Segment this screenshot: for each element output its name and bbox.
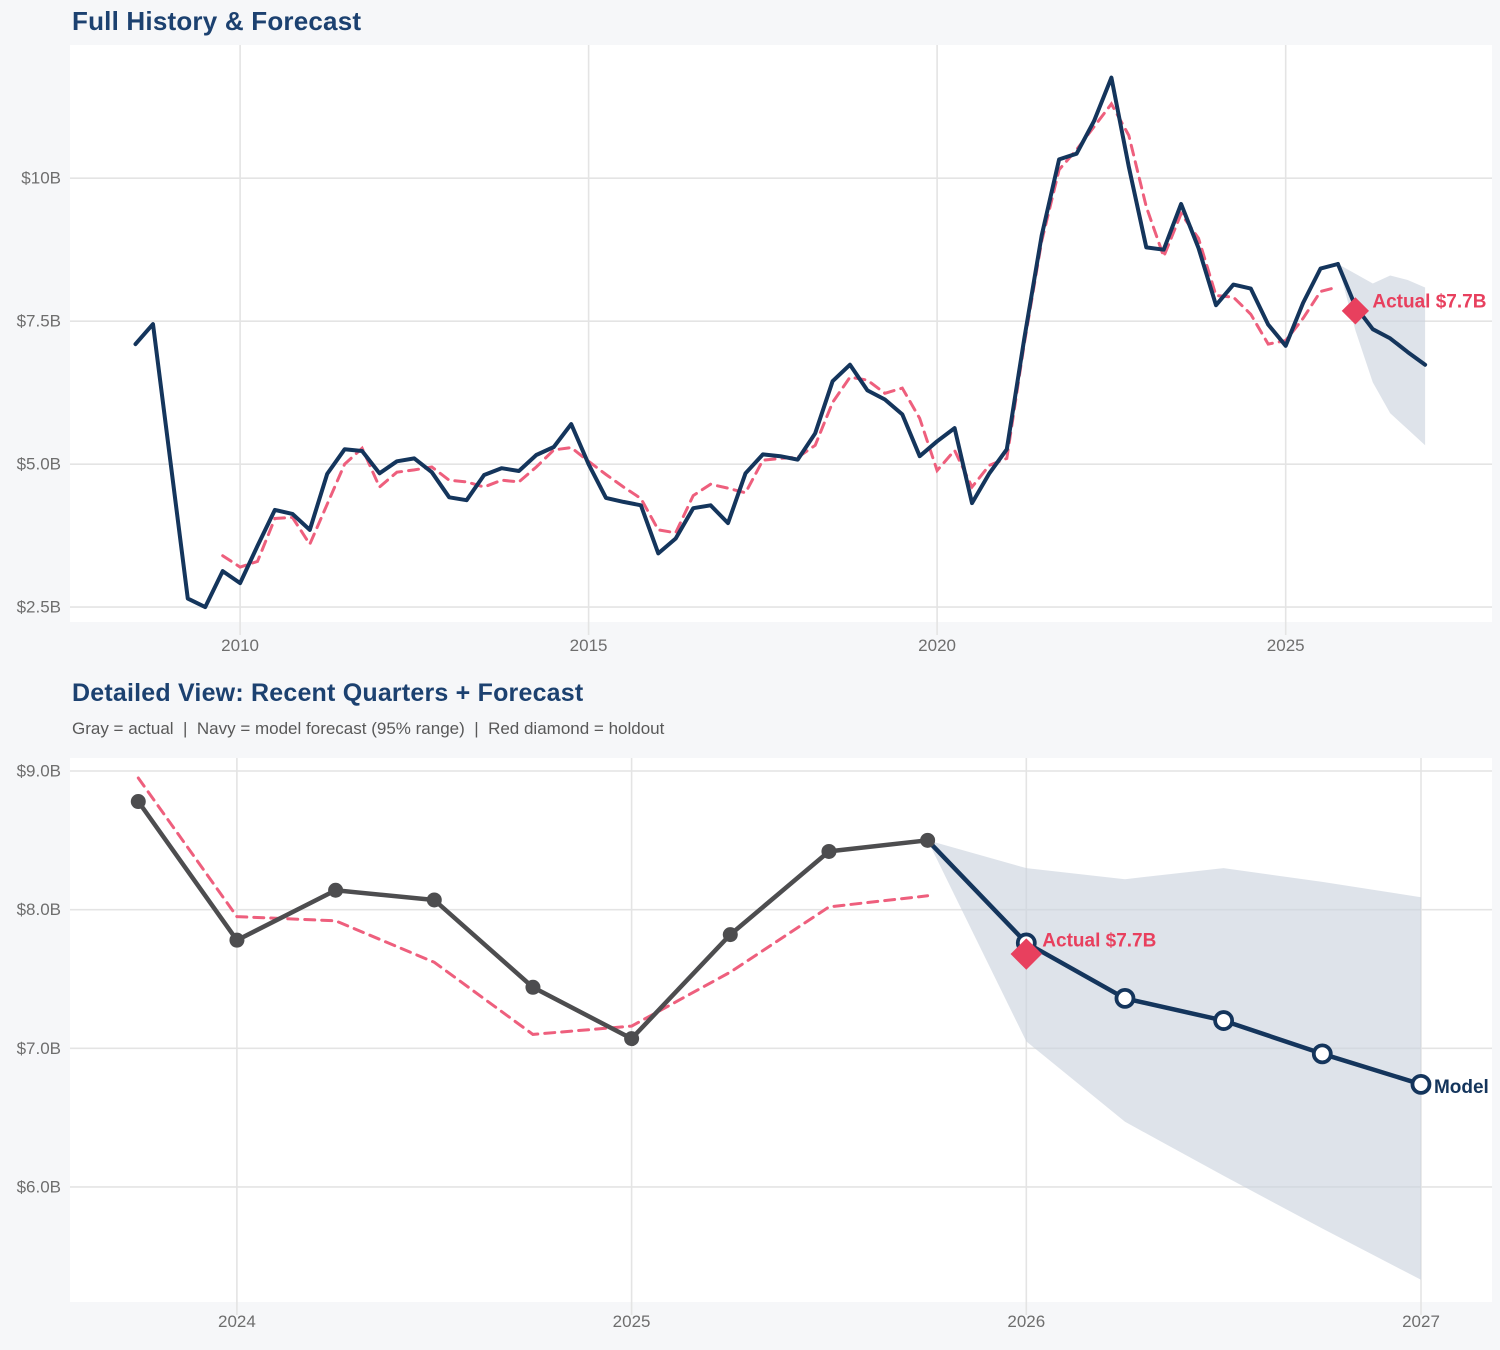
y-tick-label: $5.0B — [17, 455, 61, 474]
full-history-chart: 2010 2015 2020 2025 $2.5B $5.0B $7.5B $10B Actua… — [17, 45, 1492, 655]
actual-point — [426, 892, 442, 908]
y-tick-label: $2.5B — [17, 598, 61, 617]
forecast-line — [1335, 262, 1428, 367]
plot-area — [70, 45, 1492, 622]
forecast-line — [925, 838, 1424, 1087]
full-history-chart-title: Full History & Forecast — [72, 6, 362, 36]
x-tick-label: 2025 — [613, 1312, 651, 1331]
y-tick-label: $7.0B — [17, 1039, 61, 1058]
model-label: Model — [1434, 1077, 1489, 1098]
y-tick-label: $10B — [21, 169, 61, 188]
actual-point — [722, 927, 738, 943]
detailed-view-legend-subtitle: Gray = actual | Navy = model forecast (9… — [72, 719, 665, 738]
holdout-label: Actual $7.7B — [1372, 291, 1486, 312]
actual-point — [229, 932, 245, 948]
forecast-point — [1213, 1010, 1235, 1031]
actual-point — [525, 979, 541, 995]
fit-line — [221, 101, 1340, 569]
y-tick-label: $8.0B — [17, 900, 61, 919]
fit-line — [136, 776, 930, 1036]
x-tick-label: 2015 — [570, 636, 608, 655]
y-tick-label: $6.0B — [17, 1177, 61, 1196]
forecast-point — [1311, 1043, 1333, 1065]
x-tick-label: 2010 — [221, 636, 259, 655]
x-tick-label: 2026 — [1007, 1312, 1045, 1331]
actual-point — [328, 882, 344, 898]
x-tick-label: 2020 — [918, 636, 956, 655]
detailed-view-chart: 2024 2025 2026 2027 $6.0B $7.0B $8.0B $9.0B Actu… — [17, 758, 1492, 1331]
actual-line — [133, 75, 1340, 610]
actual-point — [624, 1031, 640, 1047]
actual-point — [920, 832, 936, 848]
forecast-point — [1410, 1073, 1432, 1095]
holdout-label: Actual $7.7B — [1042, 931, 1156, 952]
forecast-point — [1114, 987, 1136, 1009]
x-tick-label: 2025 — [1267, 636, 1305, 655]
x-tick-label: 2027 — [1402, 1312, 1440, 1331]
detailed-view-chart-title: Detailed View: Recent Quarters + Forecas… — [72, 679, 584, 707]
x-tick-label: 2024 — [218, 1312, 256, 1331]
confidence-band — [927, 840, 1421, 1280]
actual-point — [130, 794, 146, 810]
y-tick-label: $9.0B — [17, 762, 61, 781]
y-tick-label: $7.5B — [17, 312, 61, 331]
actual-point — [821, 843, 837, 859]
